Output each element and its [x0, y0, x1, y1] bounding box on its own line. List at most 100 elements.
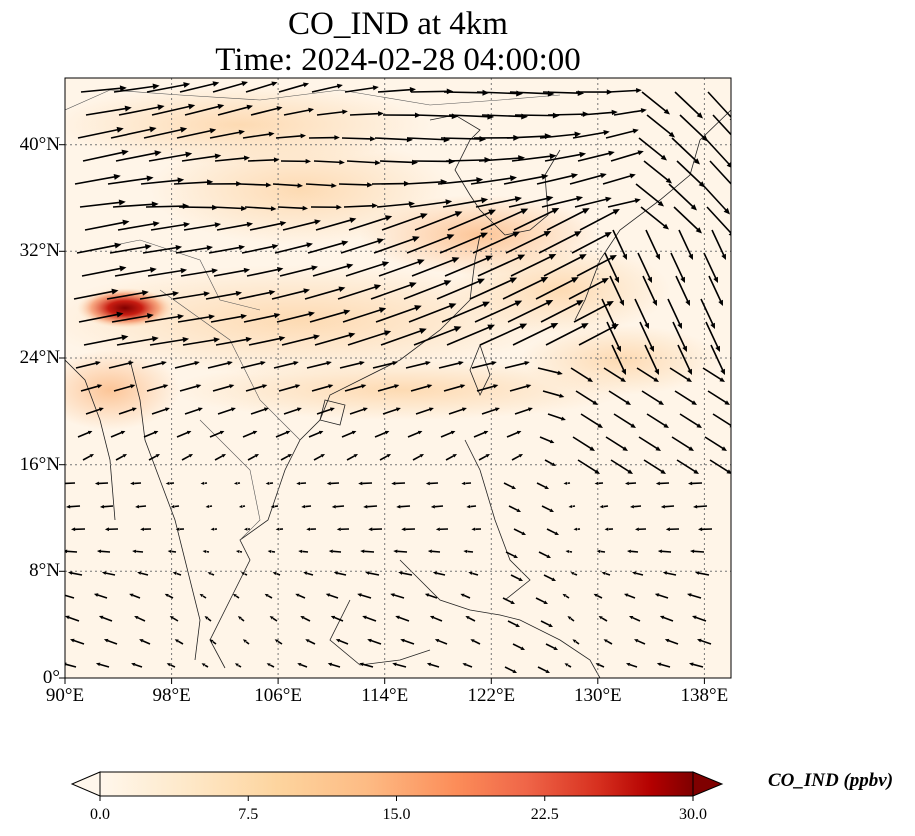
wind-arrow-head: [338, 286, 346, 292]
wind-arrow: [245, 641, 250, 645]
wind-arrow: [176, 129, 213, 139]
wind-arrow-head: [394, 384, 400, 389]
wind-arrow: [510, 574, 520, 580]
wind-arrow-head: [114, 242, 122, 249]
wind-arrow: [410, 385, 429, 392]
wind-arrow: [246, 268, 280, 277]
wind-arrow-head: [545, 669, 550, 673]
wind-arrow-head: [362, 615, 367, 620]
wind-arrow: [502, 278, 546, 300]
wind-arrow: [510, 255, 554, 277]
wind-arrow: [696, 505, 708, 508]
wind-arrow-head: [604, 527, 609, 531]
wind-arrow-head: [634, 198, 641, 204]
wind-arrow: [367, 505, 378, 508]
wind-arrow: [641, 91, 668, 113]
wind-arrow-head: [682, 345, 687, 352]
wind-arrow: [398, 616, 410, 622]
lon-label-130e: 130°E: [573, 685, 622, 706]
hotspot-sichuan: [77, 288, 173, 328]
wind-arrow-head: [351, 430, 357, 435]
wind-arrow: [211, 206, 243, 210]
wind-arrow: [343, 204, 374, 208]
wind-arrow-head: [66, 504, 71, 509]
wind-arrow-head: [311, 265, 318, 271]
wind-arrow: [470, 505, 477, 508]
wind-arrow: [664, 505, 675, 508]
wind-arrow-head: [334, 135, 340, 141]
wind-arrow: [547, 413, 563, 420]
wind-arrow: [244, 573, 248, 576]
wind-arrow-head: [360, 549, 365, 554]
wind-arrow: [658, 594, 669, 599]
wind-arrow-head: [509, 175, 517, 182]
wind-arrow: [307, 241, 345, 254]
wind-arrow-head: [301, 504, 306, 509]
wind-arrow: [580, 111, 614, 116]
wind-arrow-head: [543, 600, 548, 604]
wind-arrow-head: [372, 85, 379, 91]
wind-arrow-head: [70, 638, 75, 643]
wind-arrow: [379, 455, 388, 461]
wind-arrow: [280, 455, 289, 461]
wind-arrow: [692, 663, 704, 668]
wind-arrow: [340, 239, 381, 254]
wind-arrow: [112, 203, 155, 208]
lat-label-16n: 16°N: [19, 454, 60, 475]
wind-arrow-head: [606, 301, 614, 307]
wind-arrow: [364, 550, 375, 553]
wind-arrow: [250, 107, 279, 116]
wind-arrow: [637, 640, 646, 645]
wind-arrow-head: [314, 219, 321, 225]
wind-arrow-head: [393, 549, 398, 554]
wind-arrow-head: [124, 105, 132, 112]
wind-arrow: [506, 431, 519, 438]
wind-arrow: [646, 413, 667, 427]
wind-arrow-head: [182, 336, 190, 343]
wind-arrow: [575, 640, 580, 645]
wind-arrow-head: [157, 104, 165, 111]
wind-arrow: [312, 264, 350, 277]
wind-arrow: [430, 663, 440, 668]
wind-arrow: [303, 617, 311, 622]
wind-arrow: [382, 408, 398, 415]
wind-arrow-head: [430, 504, 435, 509]
wind-arrow: [118, 408, 134, 415]
wind-arrow: [612, 229, 627, 257]
wind-arrow-head: [660, 504, 666, 509]
wind-arrow-head: [728, 232, 731, 236]
wind-arrow: [712, 114, 731, 136]
wind-arrow-head: [461, 407, 467, 412]
gridlines: [65, 78, 731, 678]
wind-arrow: [543, 255, 584, 277]
wind-arrow-head: [95, 662, 101, 667]
wind-arrow-head: [576, 300, 584, 307]
wind-arrow: [508, 197, 550, 208]
wind-arrow: [627, 594, 636, 599]
wind-arrow: [79, 201, 122, 208]
wind-arrow-head: [104, 527, 110, 532]
wind-arrow-head: [417, 430, 423, 435]
wind-arrow: [601, 617, 608, 622]
wind-arrow: [440, 431, 453, 438]
wind-arrow: [677, 344, 692, 372]
lat-label-8n: 8°N: [29, 560, 60, 581]
wind-arrow: [400, 505, 411, 508]
wind-arrow: [245, 385, 264, 392]
wind-arrow-head: [177, 177, 185, 184]
wind-arrow: [204, 664, 209, 668]
wind-arrow-head: [180, 267, 188, 274]
wind-arrow-head: [460, 384, 466, 389]
wind-arrow-head: [194, 360, 200, 366]
wind-arrow-head: [308, 107, 315, 113]
wind-arrow-head: [392, 662, 397, 667]
wind-arrow: [308, 640, 316, 645]
wind-arrow-head: [568, 504, 573, 509]
wind-arrow: [115, 455, 124, 461]
wind-arrow-head: [207, 572, 212, 576]
wind-arrow: [610, 459, 631, 473]
wind-arrow-head: [723, 207, 730, 215]
wind-arrow-head: [208, 314, 215, 320]
wind-arrow: [409, 200, 449, 208]
wind-arrow: [362, 663, 374, 668]
